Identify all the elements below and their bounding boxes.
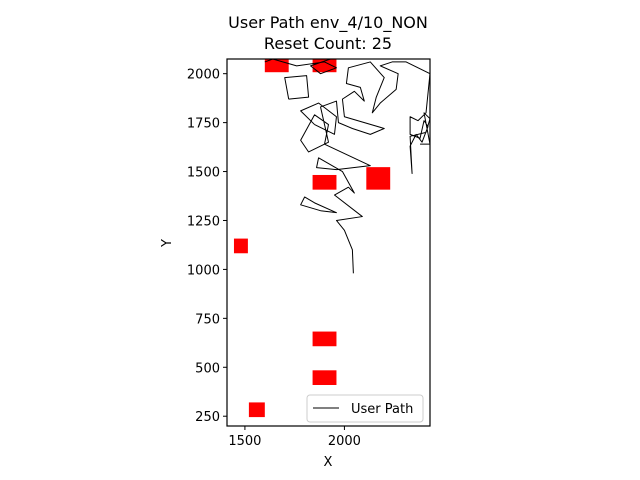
user-path-line-3 (264, 59, 337, 75)
chart-subtitle: Reset Count: 25 (264, 34, 392, 53)
legend-label: User Path (351, 402, 413, 417)
user-path-line-1 (300, 61, 430, 274)
y-tick-label: 2000 (187, 68, 220, 83)
user-path-line-2 (284, 75, 310, 100)
x-tick-label: 1500 (228, 434, 261, 449)
x-tick-label: 2000 (328, 434, 361, 449)
obstacle-2 (248, 402, 265, 418)
user-path-line-4 (300, 196, 337, 214)
obstacle-1 (233, 238, 248, 254)
legend: User Path (306, 394, 424, 423)
user-path-line-5 (300, 102, 337, 135)
obstacle-8 (312, 370, 337, 385)
plot-frame (226, 58, 431, 427)
y-tick-label: 1750 (187, 117, 220, 132)
plot-area (233, 59, 430, 418)
obstacle-6 (366, 167, 391, 190)
x-axis-label: X (324, 455, 333, 470)
y-tick-label: 1250 (187, 214, 220, 229)
legend-box (306, 394, 424, 423)
chart-title: User Path env_4/10_NON (228, 13, 428, 33)
y-tick-label: 500 (195, 361, 220, 376)
y-tick-label: 1500 (187, 166, 220, 181)
y-axis-label: Y (160, 239, 175, 248)
x-axis: 1500 2000 (228, 426, 361, 449)
y-tick-label: 1000 (187, 263, 220, 278)
obstacle-7 (312, 331, 337, 347)
y-axis: 250 500 750 1000 1250 1500 1750 2000 (187, 68, 227, 425)
obstacle-5 (312, 174, 337, 190)
y-tick-label: 250 (195, 410, 220, 425)
y-tick-label: 750 (195, 312, 220, 327)
